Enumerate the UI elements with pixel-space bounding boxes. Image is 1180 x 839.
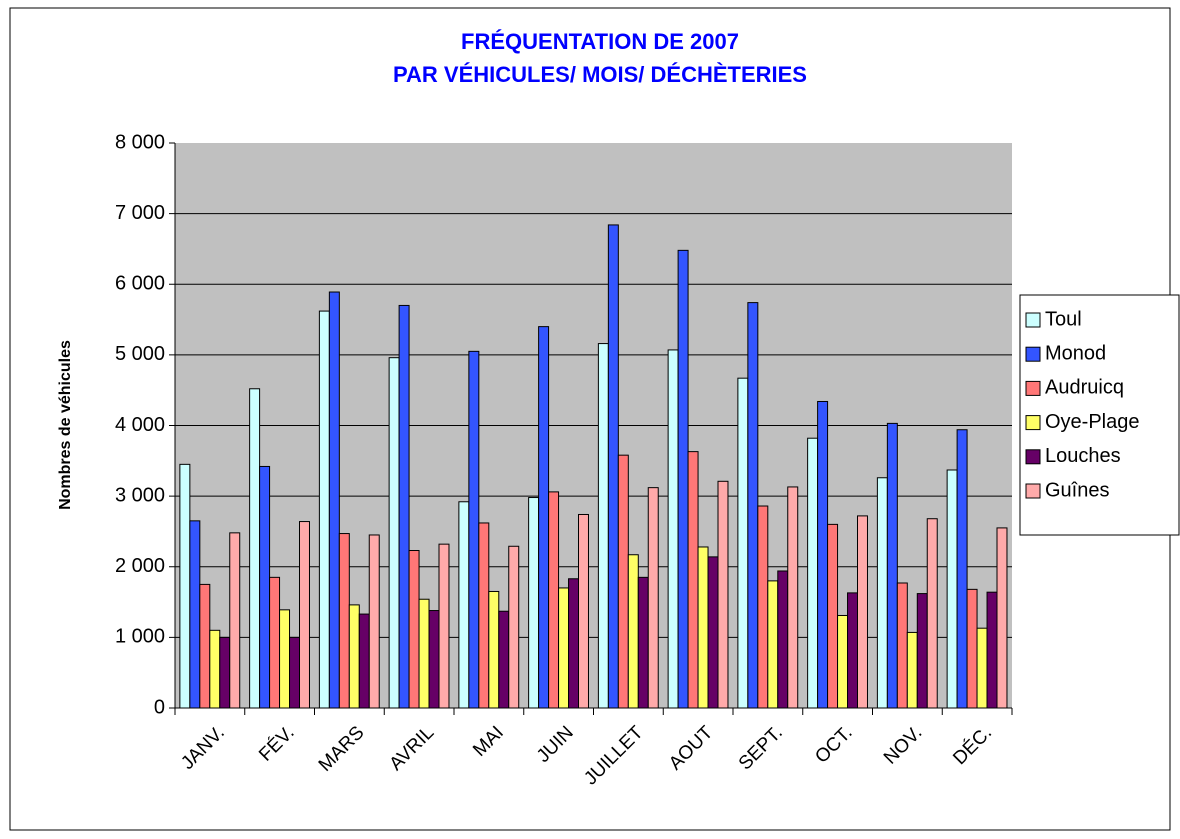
bar xyxy=(906,631,918,709)
bar xyxy=(946,469,958,709)
y-tick-label: 4 000 xyxy=(115,414,165,436)
bar xyxy=(468,350,480,709)
bar xyxy=(707,556,719,709)
legend-swatch xyxy=(1025,415,1041,431)
legend-label: Louches xyxy=(1045,445,1121,467)
y-tick-label: 2 000 xyxy=(115,555,165,577)
bar xyxy=(508,545,520,709)
legend-swatch xyxy=(1025,346,1041,362)
y-tick-label: 1 000 xyxy=(115,626,165,648)
bar xyxy=(269,576,281,709)
bar xyxy=(338,533,350,709)
legend-swatch xyxy=(1025,312,1041,328)
bar xyxy=(199,583,211,709)
bar xyxy=(787,486,799,709)
bar xyxy=(348,604,360,709)
bar xyxy=(627,554,639,709)
chart-title: FRÉQUENTATION DE 2007 xyxy=(461,29,739,54)
bar xyxy=(458,501,470,709)
bar xyxy=(578,513,589,709)
bar xyxy=(438,543,450,709)
legend-swatch xyxy=(1025,483,1041,499)
bar xyxy=(418,598,430,709)
bar xyxy=(368,534,380,709)
legend-swatch xyxy=(1025,449,1041,465)
bar xyxy=(617,454,629,709)
bar xyxy=(488,590,500,709)
bar xyxy=(926,518,938,709)
y-tick-label: 6 000 xyxy=(115,273,165,295)
legend-label: Monod xyxy=(1045,342,1106,364)
bar xyxy=(896,582,908,709)
y-tick-label: 5 000 xyxy=(115,343,165,365)
y-axis-label: Nombres de véhicules xyxy=(57,340,74,510)
bar xyxy=(328,291,340,709)
bar xyxy=(219,636,231,709)
bar xyxy=(777,570,789,709)
bar xyxy=(478,522,490,709)
legend-swatch xyxy=(1025,380,1041,396)
bar xyxy=(916,593,928,709)
bar xyxy=(179,463,191,709)
bar xyxy=(189,520,201,709)
bar xyxy=(817,400,829,709)
bar xyxy=(548,491,560,709)
bar xyxy=(956,429,968,709)
bar xyxy=(279,609,291,709)
bar xyxy=(876,477,888,709)
y-tick-label: 8 000 xyxy=(115,131,165,153)
bar xyxy=(408,550,420,709)
bar xyxy=(737,377,749,709)
bar xyxy=(747,302,759,709)
bar xyxy=(209,629,221,709)
legend-label: Toul xyxy=(1045,308,1082,330)
bar xyxy=(388,357,400,709)
bar xyxy=(667,349,679,709)
chart-title: PAR VÉHICULES/ MOIS/ DÉCHÈTERIES xyxy=(393,62,807,87)
bar xyxy=(358,613,370,709)
bar xyxy=(687,451,699,709)
bar xyxy=(498,610,510,709)
bar xyxy=(637,576,649,709)
bar xyxy=(976,627,988,709)
bar xyxy=(886,422,898,709)
bar xyxy=(807,437,819,709)
bar xyxy=(697,546,709,709)
bar xyxy=(249,388,261,709)
bar xyxy=(757,505,769,709)
bar xyxy=(966,588,978,709)
bar xyxy=(299,521,310,709)
legend xyxy=(1019,294,1180,536)
bar xyxy=(986,591,998,709)
bar xyxy=(318,310,330,709)
bar xyxy=(558,587,570,709)
legend-label: Guînes xyxy=(1045,479,1109,501)
bar xyxy=(568,578,580,709)
bar xyxy=(767,580,779,709)
bar xyxy=(837,614,849,709)
y-tick-label: 3 000 xyxy=(115,484,165,506)
legend-label: Audruicq xyxy=(1045,377,1124,399)
y-tick-label: 7 000 xyxy=(115,202,165,224)
bar xyxy=(607,224,619,709)
bar xyxy=(647,487,659,709)
bar xyxy=(428,610,440,709)
bar xyxy=(857,515,868,709)
legend-label: Oye-Plage xyxy=(1045,411,1140,433)
y-tick-label: 0 xyxy=(154,696,165,718)
bar xyxy=(528,497,540,709)
bar xyxy=(847,592,859,709)
bar xyxy=(717,480,729,709)
bar xyxy=(827,523,839,709)
bar xyxy=(229,532,241,709)
bar xyxy=(398,304,410,709)
bar xyxy=(259,465,271,709)
bar xyxy=(289,636,301,709)
bar xyxy=(996,527,1008,709)
bar xyxy=(677,249,689,709)
bar xyxy=(597,343,609,709)
bar xyxy=(538,326,550,709)
